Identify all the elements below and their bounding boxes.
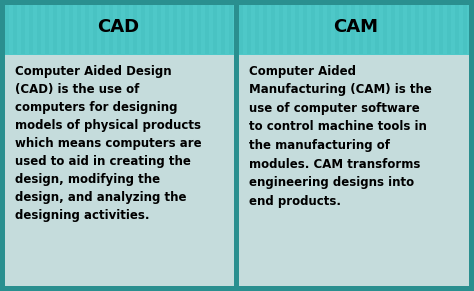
Bar [229, 5, 233, 54]
Bar [53, 5, 57, 54]
Bar [247, 5, 252, 54]
Bar [117, 5, 121, 54]
Bar [149, 5, 153, 54]
Bar [367, 5, 372, 54]
Bar [221, 5, 225, 54]
Bar [431, 5, 436, 54]
Bar [423, 5, 428, 54]
Bar [213, 5, 217, 54]
Text: CAM: CAM [333, 19, 378, 36]
Bar [109, 5, 113, 54]
Bar [101, 5, 105, 54]
Bar [311, 5, 316, 54]
Bar [239, 5, 469, 55]
Bar [400, 5, 403, 54]
Bar [255, 5, 259, 54]
Bar [189, 5, 193, 54]
Bar [133, 5, 137, 54]
Bar [264, 5, 267, 54]
Text: CAD: CAD [98, 19, 139, 36]
Bar [295, 5, 300, 54]
Bar [165, 5, 169, 54]
Text: Computer Aided
Manufacturing (CAM) is the
use of computer software
to control ma: Computer Aided Manufacturing (CAM) is th… [249, 65, 432, 207]
Bar [416, 5, 419, 54]
Bar [359, 5, 364, 54]
Bar [125, 5, 129, 54]
Bar [239, 55, 469, 286]
Bar [239, 5, 244, 54]
Bar [5, 55, 235, 286]
Bar [319, 5, 323, 54]
Bar [5, 5, 235, 55]
Bar [5, 5, 9, 54]
Bar [85, 5, 89, 54]
Bar [45, 5, 49, 54]
Bar [93, 5, 97, 54]
Bar [375, 5, 380, 54]
Bar [173, 5, 177, 54]
Bar [464, 5, 467, 54]
Bar [69, 5, 73, 54]
Bar [272, 5, 275, 54]
Bar [456, 5, 459, 54]
Bar [61, 5, 65, 54]
Bar [383, 5, 388, 54]
Bar [439, 5, 444, 54]
Bar [392, 5, 395, 54]
Bar [197, 5, 201, 54]
Bar [13, 5, 17, 54]
Bar [447, 5, 452, 54]
Bar [157, 5, 161, 54]
Bar [21, 5, 25, 54]
Bar [328, 5, 331, 54]
Bar [280, 5, 283, 54]
Bar [77, 5, 81, 54]
Bar [344, 5, 347, 54]
Bar [352, 5, 356, 54]
Bar [288, 5, 292, 54]
Bar [37, 5, 41, 54]
Bar [29, 5, 33, 54]
Bar [408, 5, 411, 54]
Bar [336, 5, 339, 54]
Bar [303, 5, 308, 54]
Text: Computer Aided Design
(CAD) is the use of
computers for designing
models of phys: Computer Aided Design (CAD) is the use o… [15, 65, 201, 222]
Bar [181, 5, 185, 54]
Bar [205, 5, 209, 54]
Bar [141, 5, 145, 54]
